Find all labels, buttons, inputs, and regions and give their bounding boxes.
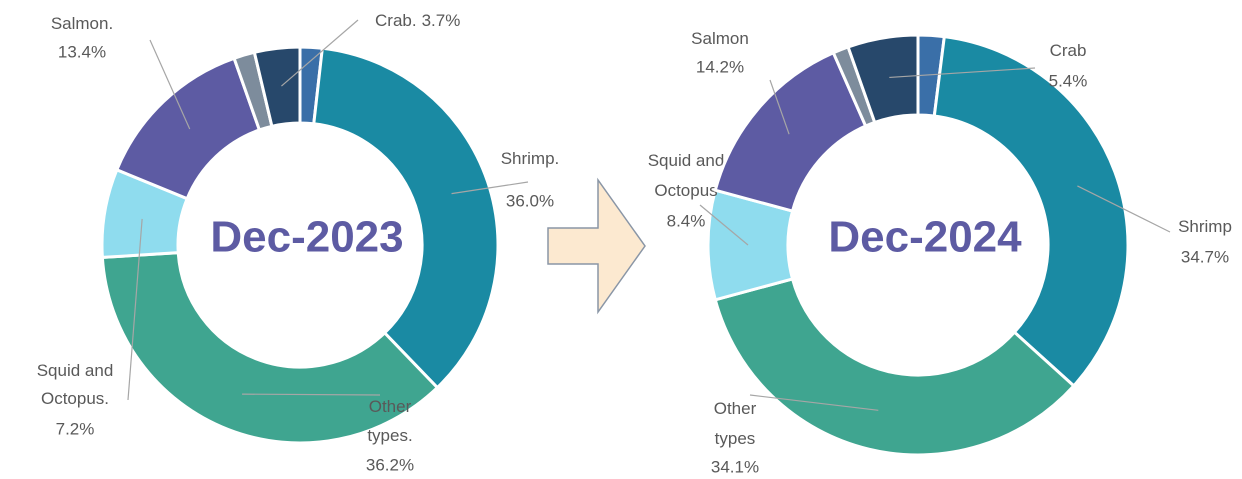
value-label: 36.2% — [366, 455, 414, 474]
donut-segment — [713, 277, 1076, 457]
arrow — [547, 177, 646, 315]
donut-segment — [114, 56, 262, 201]
leader-line — [889, 67, 1036, 79]
value-label: 3.7% — [422, 11, 461, 30]
data-label: Crab. 3.7% — [375, 11, 460, 30]
value-label: 8.4% — [667, 211, 706, 230]
category-label: Other types — [714, 399, 757, 448]
donut-segment — [252, 45, 302, 129]
leader-line — [1077, 185, 1171, 233]
category-label: Squid and Octopus — [648, 151, 725, 200]
leader-line — [769, 79, 790, 135]
value-label: 5.4% — [1049, 71, 1088, 90]
leader-line — [149, 39, 191, 130]
donut-segment — [312, 46, 500, 390]
category-label: Salmon — [691, 29, 749, 48]
leader-line — [281, 19, 359, 87]
leader-line — [242, 393, 381, 396]
category-label: Other types. — [367, 397, 412, 445]
category-label: Shrimp. — [501, 149, 560, 168]
category-label: Crab — [1050, 41, 1087, 60]
category-label: Squid and Octopus. — [37, 361, 114, 408]
category-label: Crab. — [375, 11, 417, 30]
leader-line — [451, 181, 529, 195]
chart-title: Dec-2023 — [210, 213, 403, 262]
value-label: 34.1% — [711, 457, 759, 476]
category-label: Shrimp — [1178, 217, 1232, 236]
value-label: 34.7% — [1181, 247, 1229, 266]
category-label: Salmon. — [51, 14, 113, 33]
value-label: 7.2% — [56, 419, 95, 438]
leader-line — [127, 218, 143, 401]
value-label: 14.2% — [696, 57, 744, 76]
chart-title: Dec-2024 — [828, 213, 1022, 262]
value-label: 36.0% — [506, 191, 554, 210]
value-label: 13.4% — [58, 42, 106, 61]
leader-line — [699, 204, 749, 246]
donut-segment — [932, 34, 1130, 388]
leader-line — [749, 394, 879, 411]
